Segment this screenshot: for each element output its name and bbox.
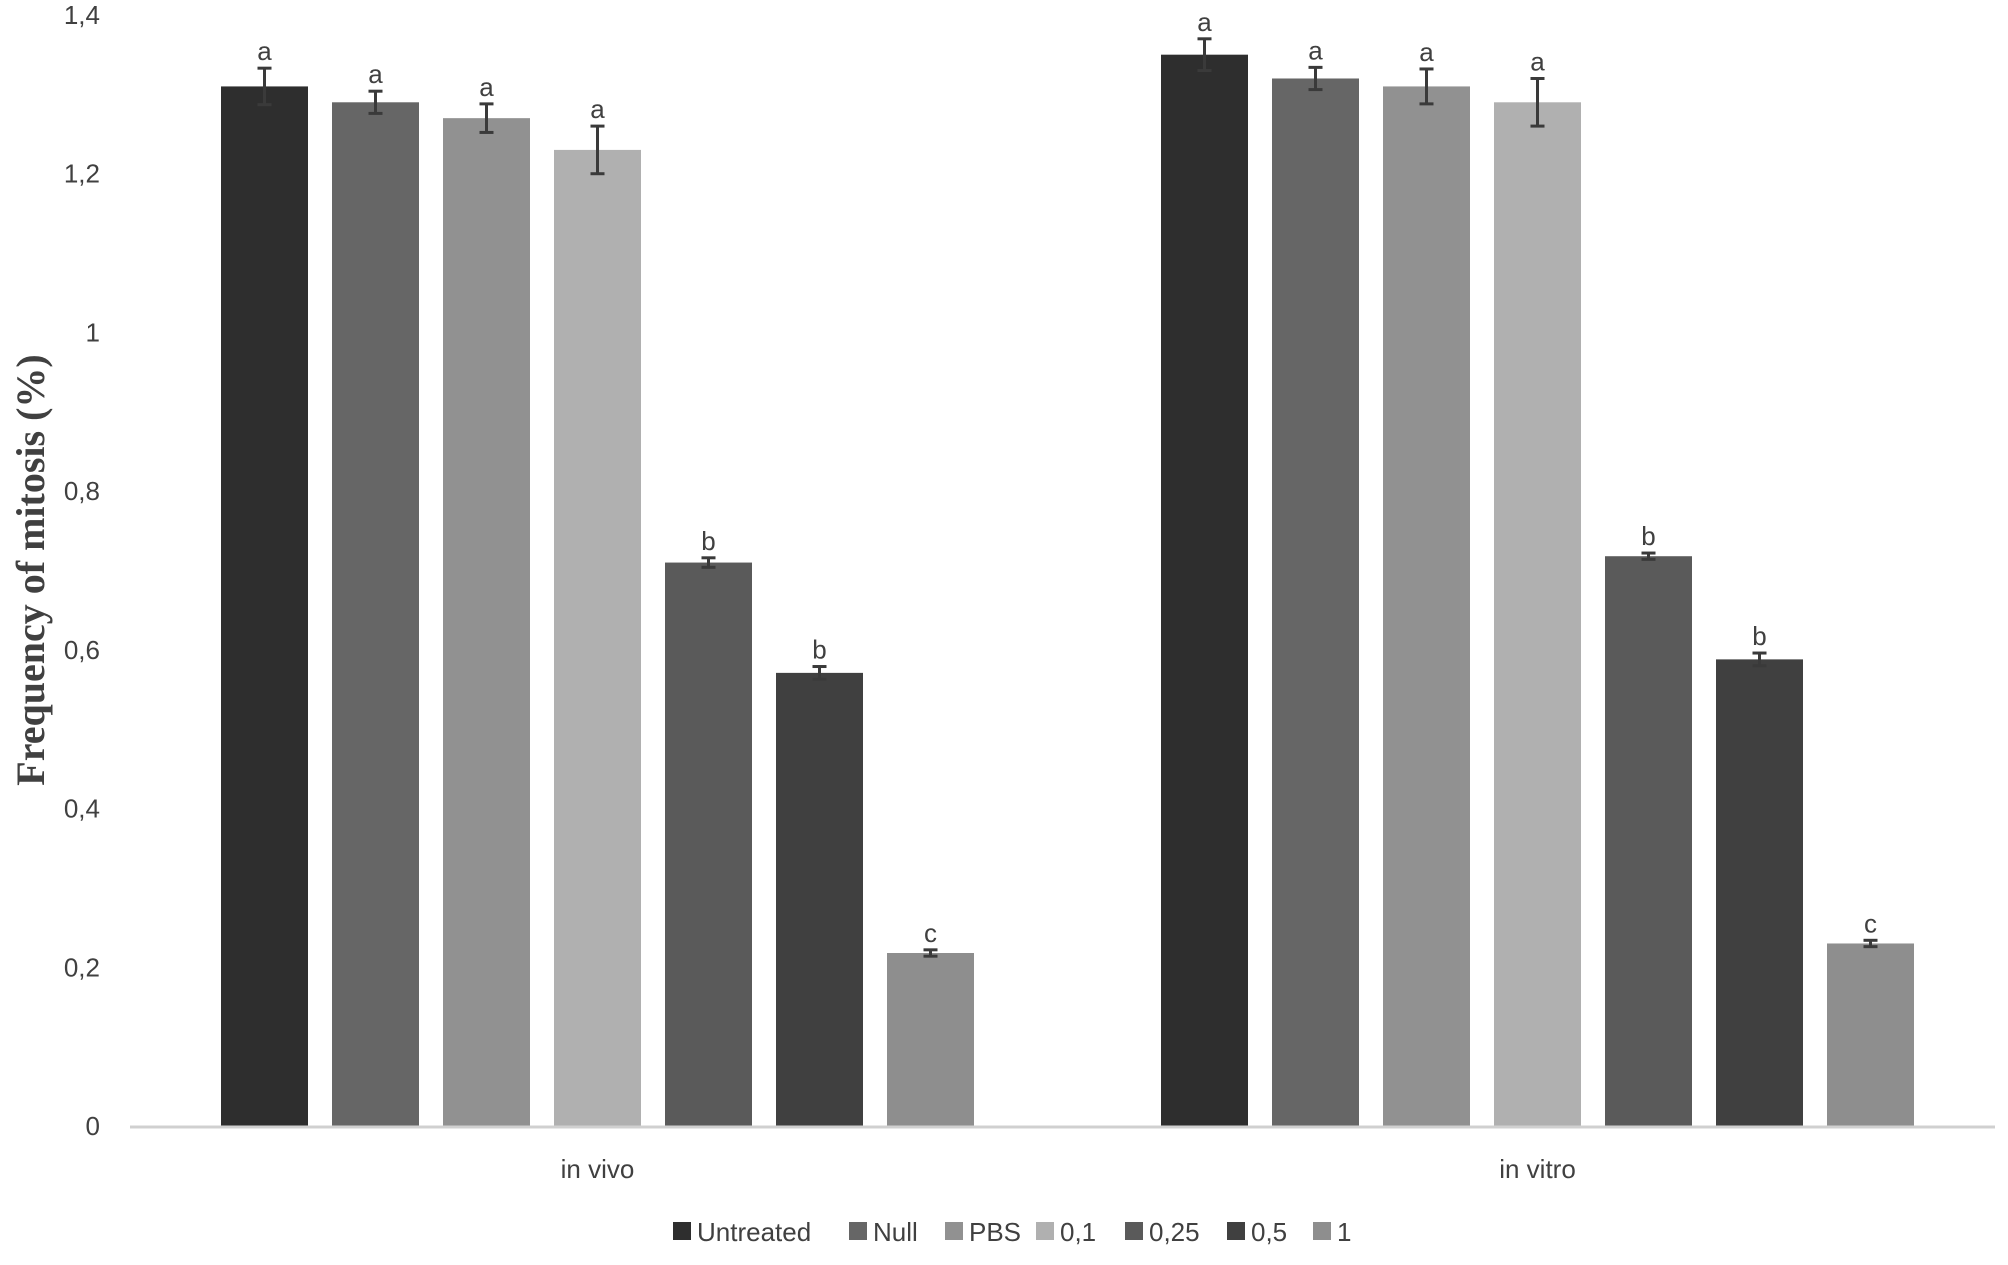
significance-label: a: [590, 94, 605, 124]
y-tick-label: 0,8: [64, 476, 100, 506]
significance-labels-group: a a a a a a a a b b b b c c: [257, 7, 1877, 948]
bar: [1827, 943, 1914, 1126]
legend-label: Null: [873, 1217, 918, 1247]
bar: [665, 562, 752, 1126]
legend-swatch: [673, 1222, 691, 1240]
y-tick-label: 0,6: [64, 635, 100, 665]
y-tick-label: 1,4: [64, 0, 100, 30]
significance-label: c: [924, 918, 937, 948]
legend-swatch: [945, 1222, 963, 1240]
error-bars-group: [257, 37, 1878, 958]
significance-label: c: [1864, 908, 1877, 938]
significance-label: a: [368, 59, 383, 89]
significance-label: a: [1530, 46, 1545, 76]
legend-swatch: [1036, 1222, 1054, 1240]
legend-label: 1: [1337, 1217, 1351, 1247]
legend: Untreated Null PBS 0,1 0,25 0,5 1: [673, 1217, 1351, 1247]
bar: [1161, 54, 1248, 1126]
significance-label: b: [701, 526, 715, 556]
bar: [1716, 659, 1803, 1126]
significance-label: b: [1752, 621, 1766, 651]
significance-label: b: [812, 635, 826, 665]
y-axis-ticks: 0 0,2 0,4 0,6 0,8 1 1,2 1,4: [64, 0, 100, 1141]
bar: [332, 102, 419, 1127]
significance-label: a: [257, 36, 272, 66]
bar: [1272, 78, 1359, 1126]
significance-label: a: [1308, 35, 1323, 65]
bar: [1494, 102, 1581, 1127]
x-axis-category-labels: in vivo in vitro: [561, 1154, 1576, 1184]
significance-label: a: [1419, 37, 1434, 67]
bar: [221, 86, 308, 1127]
x-category-label: in vivo: [561, 1154, 635, 1184]
legend-swatch: [1125, 1222, 1143, 1240]
bar: [1605, 556, 1692, 1126]
legend-swatch: [849, 1222, 867, 1240]
y-tick-label: 0,2: [64, 952, 100, 982]
y-axis-label: Frequency of mitosis (%): [8, 354, 53, 785]
bar: [443, 118, 530, 1126]
bar: [776, 672, 863, 1126]
y-tick-label: 1,2: [64, 159, 100, 189]
legend-label: PBS: [969, 1217, 1021, 1247]
y-tick-label: 0: [86, 1111, 100, 1141]
legend-label: 0,25: [1149, 1217, 1200, 1247]
legend-swatch: [1313, 1222, 1331, 1240]
y-tick-label: 0,4: [64, 794, 100, 824]
significance-label: a: [1197, 7, 1212, 37]
significance-label: a: [479, 72, 494, 102]
legend-label: 0,5: [1251, 1217, 1287, 1247]
bar: [1383, 86, 1470, 1127]
bar: [554, 149, 641, 1126]
y-tick-label: 1: [86, 317, 100, 347]
legend-label: 0,1: [1060, 1217, 1096, 1247]
legend-swatch: [1227, 1222, 1245, 1240]
bar: [887, 953, 974, 1126]
significance-label: b: [1641, 521, 1655, 551]
bars-group: [221, 54, 1914, 1127]
x-category-label: in vitro: [1499, 1154, 1576, 1184]
legend-label: Untreated: [697, 1217, 811, 1247]
